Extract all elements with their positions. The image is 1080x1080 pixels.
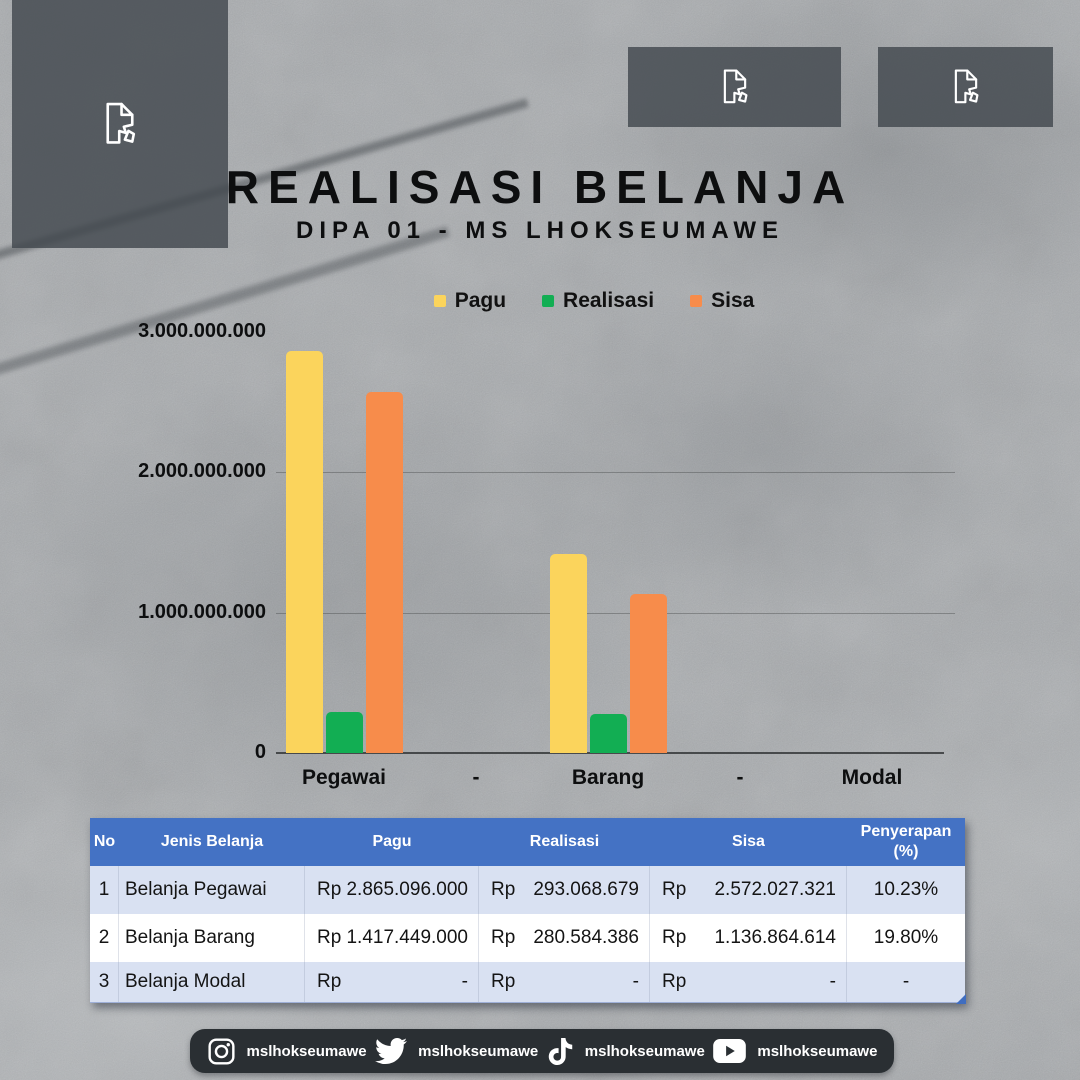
social-handle: mslhokseumawe — [246, 1042, 367, 1060]
table-row: 2 Belanja Barang Rp 1.417.449.000 Rp 280.584.… — [90, 914, 965, 962]
broken-image-icon — [950, 68, 982, 106]
legend-label: Sisa — [711, 289, 755, 312]
x-axis-label-dash: - — [472, 766, 480, 789]
amount-value: - — [829, 971, 836, 992]
cell-realisasi: Rp 293.068.679 — [479, 866, 650, 914]
social-footer-bar: mslhokseumawe mslhokseumawe mslhokseumaw… — [190, 1029, 894, 1073]
y-axis-tick-label: 0 — [254, 741, 266, 763]
legend-swatch — [542, 295, 555, 307]
x-axis-label-barang: Barang — [571, 766, 645, 789]
x-axis-label-modal: Modal — [841, 766, 903, 789]
social-link-instagram[interactable]: mslhokseumawe — [207, 1037, 367, 1066]
cell-no: 3 — [90, 962, 119, 1002]
placeholder-image-box — [628, 47, 841, 127]
social-link-twitter[interactable]: mslhokseumawe — [375, 1035, 538, 1067]
currency-label: Rp — [491, 879, 516, 900]
cell-realisasi: Rp 280.584.386 — [479, 914, 650, 962]
tiktok-icon — [547, 1037, 574, 1065]
bar-sisa-barang — [629, 593, 667, 753]
cell-jenis-belanja: Belanja Pegawai — [119, 866, 305, 914]
bar-sisa-pegawai — [365, 392, 403, 753]
amount-value: 280.584.386 — [533, 927, 639, 948]
y-axis-tick-label: 3.000.000.000 — [138, 320, 266, 342]
currency-label: Rp — [317, 927, 342, 948]
table-row: 1 Belanja Pegawai Rp 2.865.096.000 Rp 293.068… — [90, 866, 965, 914]
youtube-icon — [713, 1039, 747, 1063]
chart-legend: Pagu Realisasi Sisa — [250, 289, 938, 313]
y-axis-tick-label: 1.000.000.000 — [138, 600, 266, 623]
cell-jenis-belanja: Belanja Barang — [119, 914, 305, 962]
table-header-cell: Jenis Belanja — [160, 833, 264, 850]
currency-label: Rp — [662, 927, 687, 948]
social-link-tiktok[interactable]: mslhokseumawe — [547, 1037, 705, 1065]
table-row: 3 Belanja Modal Rp - Rp - Rp - - — [90, 962, 965, 1002]
cell-sisa: Rp - — [650, 962, 847, 1002]
cell-sisa: Rp 1.136.864.614 — [650, 914, 847, 962]
chart-gridline — [276, 612, 955, 614]
legend-label: Pagu — [454, 289, 507, 312]
amount-value: 1.136.864.614 — [714, 927, 836, 948]
legend-label: Realisasi — [563, 289, 655, 312]
broken-image-icon — [719, 68, 751, 106]
legend-item-pagu: Pagu — [433, 289, 507, 313]
table-header-row: No Jenis Belanja Pagu Realisasi Sisa Penyerap… — [90, 818, 965, 866]
social-handle: mslhokseumawe — [584, 1042, 705, 1060]
legend-item-realisasi: Realisasi — [542, 289, 654, 313]
cell-no: 1 — [90, 866, 119, 914]
table-header-cell: No — [93, 833, 116, 850]
instagram-icon — [207, 1037, 236, 1066]
amount-value: 293.068.679 — [533, 879, 639, 900]
legend-swatch — [690, 295, 703, 307]
amount-value: 2.572.027.321 — [714, 879, 836, 900]
currency-label: Rp — [491, 927, 516, 948]
budget-table: No Jenis Belanja Pagu Realisasi Sisa Penyerap… — [90, 818, 966, 1004]
cell-pagu: Rp - — [305, 962, 479, 1002]
currency-label: Rp — [662, 879, 687, 900]
bar-pagu-pegawai — [285, 350, 323, 753]
social-link-youtube[interactable]: mslhokseumawe — [713, 1039, 877, 1063]
x-axis-label-dash: - — [736, 766, 744, 789]
amount-value: 2.865.096.000 — [346, 879, 468, 900]
cell-pagu: Rp 2.865.096.000 — [305, 866, 479, 914]
page-title: REALISASI BELANJA — [225, 161, 855, 213]
page-subtitle: DIPA 01 - MS LHOKSEUMAWE — [295, 217, 785, 244]
cell-sisa: Rp 2.572.027.321 — [650, 866, 847, 914]
cell-jenis-belanja: Belanja Modal — [119, 962, 305, 1002]
table-header-cell: Sisa — [732, 833, 765, 850]
placeholder-image-box — [878, 47, 1053, 127]
social-handle: mslhokseumawe — [418, 1042, 539, 1060]
broken-image-icon — [101, 101, 139, 147]
twitter-icon — [375, 1035, 408, 1067]
x-axis-label-pegawai: Pegawai — [301, 766, 387, 789]
legend-item-sisa: Sisa — [690, 289, 754, 313]
chart-gridline — [276, 472, 955, 474]
currency-label: Rp — [317, 879, 342, 900]
cell-penyerapan: - — [902, 971, 910, 992]
social-handle: mslhokseumawe — [757, 1042, 878, 1060]
cell-realisasi: Rp - — [479, 962, 650, 1002]
amount-value: - — [632, 971, 639, 992]
legend-swatch — [433, 295, 446, 307]
cell-penyerapan: 19.80% — [873, 927, 939, 948]
cell-penyerapan: 10.23% — [873, 879, 939, 900]
bar-realisasi-pegawai — [325, 711, 363, 753]
x-axis-line — [276, 752, 944, 754]
table-header-cell: Pagu — [372, 833, 412, 850]
cell-no: 2 — [90, 914, 119, 962]
amount-value: - — [461, 971, 468, 992]
y-axis-tick-label: 2.000.000.000 — [138, 460, 266, 483]
placeholder-image-box — [12, 0, 228, 248]
table-header-cell: Penyerapan (%) — [860, 823, 952, 860]
table-header-cell: Realisasi — [529, 833, 600, 850]
table-corner-decoration — [956, 994, 966, 1004]
bar-realisasi-barang — [589, 713, 627, 753]
currency-label: Rp — [662, 971, 687, 992]
bar-pagu-barang — [549, 554, 587, 753]
amount-value: 1.417.449.000 — [346, 927, 468, 948]
cell-pagu: Rp 1.417.449.000 — [305, 914, 479, 962]
currency-label: Rp — [317, 971, 342, 992]
currency-label: Rp — [491, 971, 516, 992]
